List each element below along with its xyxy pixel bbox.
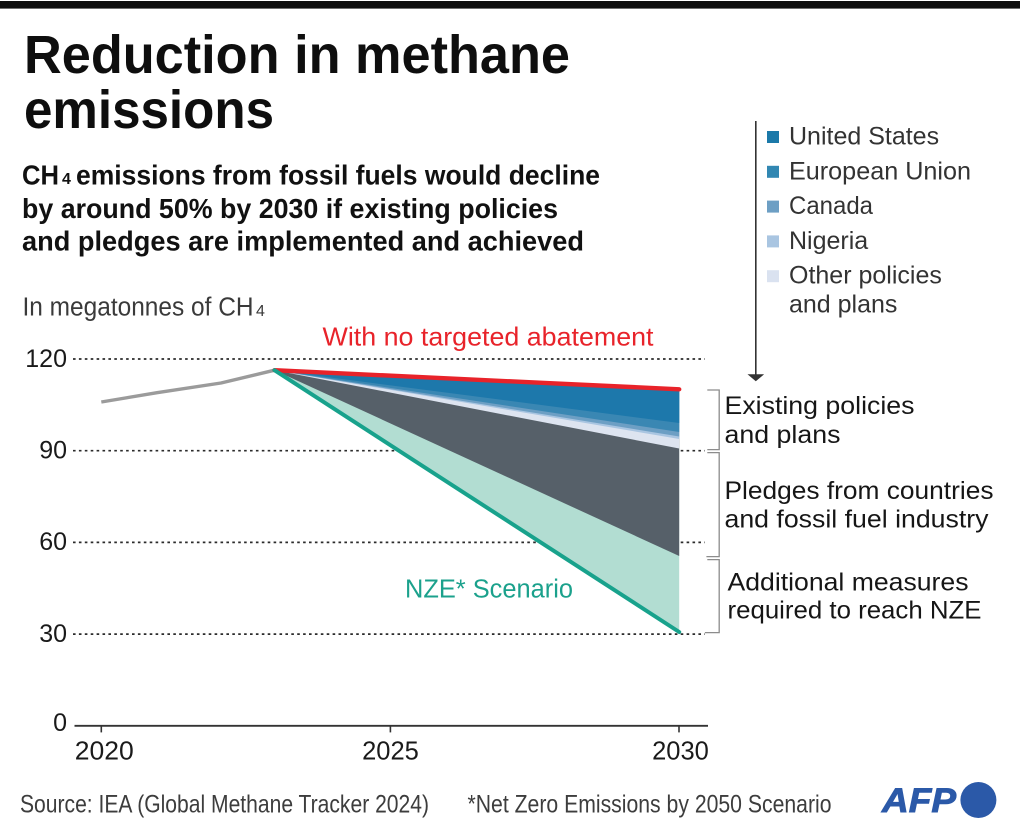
svg-text:120: 120 <box>25 345 67 373</box>
svg-text:In megatonnes of CH: In megatonnes of CH <box>23 293 254 321</box>
svg-text:4: 4 <box>62 171 71 188</box>
svg-text:Pledges from countries: Pledges from countries <box>725 477 994 505</box>
svg-text:2020: 2020 <box>75 738 134 766</box>
svg-text:2025: 2025 <box>362 738 419 766</box>
svg-text:Reduction in methane: Reduction in methane <box>24 25 570 85</box>
svg-text:European Union: European Union <box>789 157 971 185</box>
svg-text:United States: United States <box>789 123 939 151</box>
svg-text:Additional measures: Additional measures <box>728 568 969 596</box>
svg-text:and fossil fuel industry: and fossil fuel industry <box>725 506 990 534</box>
svg-text:emissions: emissions <box>24 80 274 140</box>
svg-text:2030: 2030 <box>652 738 709 766</box>
svg-text:required to reach NZE: required to reach NZE <box>728 597 982 625</box>
svg-text:Nigeria: Nigeria <box>789 227 868 255</box>
svg-text:Other policies: Other policies <box>789 262 942 290</box>
svg-text:0: 0 <box>53 709 67 737</box>
svg-text:emissions from fossil fuels wo: emissions from fossil fuels would declin… <box>76 160 600 191</box>
svg-text:AFP: AFP <box>881 782 957 820</box>
svg-text:30: 30 <box>39 620 67 648</box>
svg-text:CH: CH <box>22 160 59 191</box>
svg-text:and plans: and plans <box>725 421 841 449</box>
svg-text:and pledges are implemented an: and pledges are implemented and achieved <box>22 226 584 257</box>
svg-text:90: 90 <box>39 437 67 465</box>
svg-text:by around 50% by 2030 if exist: by around 50% by 2030 if existing polici… <box>22 193 558 224</box>
svg-text:NZE* Scenario: NZE* Scenario <box>405 576 573 604</box>
svg-text:60: 60 <box>39 528 67 556</box>
svg-text:and plans: and plans <box>789 291 897 319</box>
svg-text:Canada: Canada <box>789 192 873 220</box>
svg-text:Source: IEA (Global Methane Tr: Source: IEA (Global Methane Tracker 2024… <box>20 791 429 819</box>
svg-text:4: 4 <box>256 303 265 320</box>
svg-text:With no targeted abatement: With no targeted abatement <box>323 322 655 352</box>
svg-text:Existing policies: Existing policies <box>725 392 915 420</box>
svg-text:*Net Zero Emissions by 2050 Sc: *Net Zero Emissions by 2050 Scenario <box>468 791 832 819</box>
